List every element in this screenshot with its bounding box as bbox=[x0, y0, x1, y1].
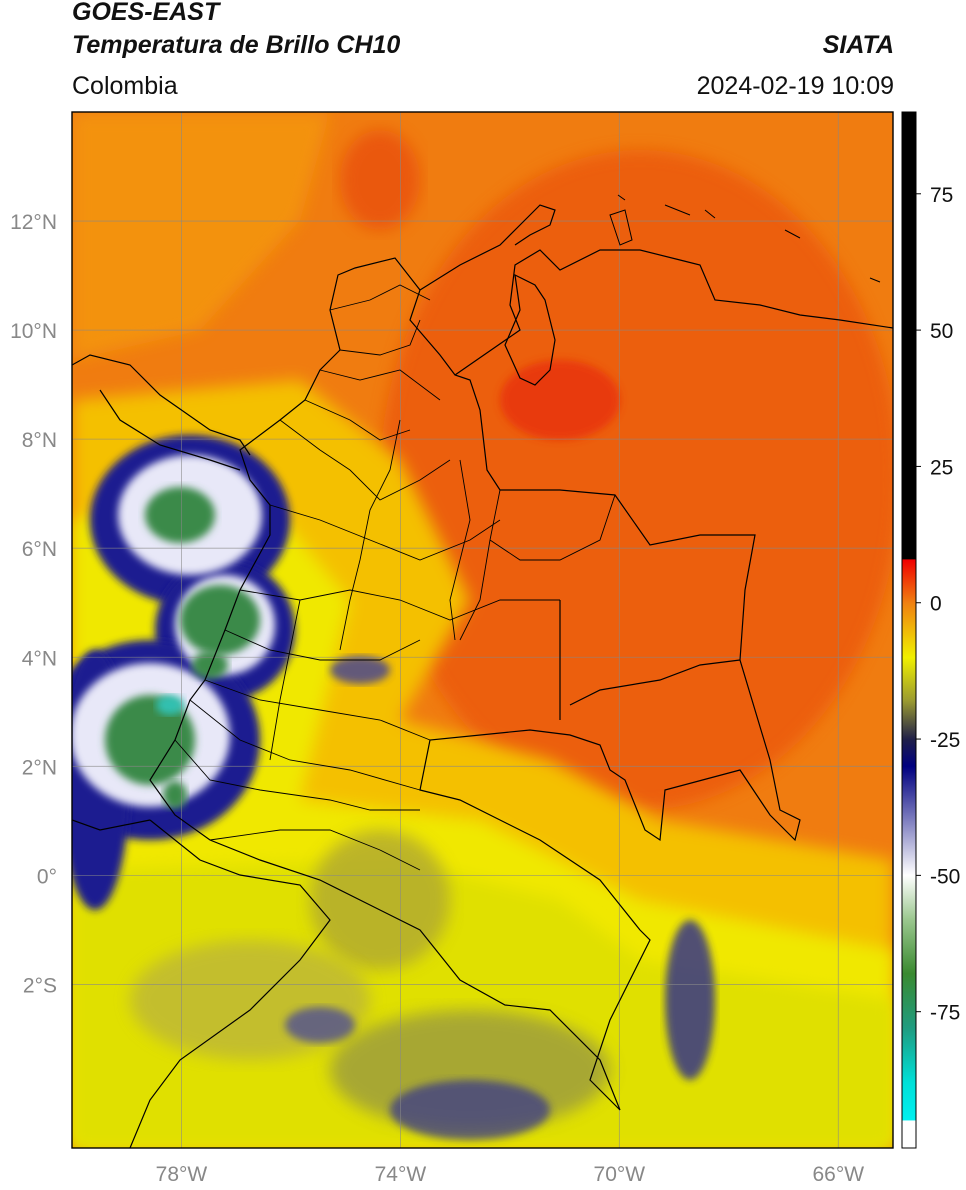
panama-coast bbox=[72, 354, 251, 456]
colombia-border bbox=[149, 257, 801, 1111]
longitude-label: 70°W bbox=[594, 1163, 646, 1186]
maracaibo-lake bbox=[504, 273, 556, 386]
colorbar-tick-label: 50 bbox=[930, 320, 953, 343]
latitude-tick-labels: 12°N 10°N 8°N 6°N 4°N 2°N 0° 2°S bbox=[10, 211, 57, 997]
longitude-label: 74°W bbox=[375, 1163, 427, 1186]
latitude-label: 4°N bbox=[22, 647, 57, 670]
longitude-label: 78°W bbox=[156, 1163, 208, 1186]
map-frame bbox=[71, 111, 894, 1149]
latitude-label: 12°N bbox=[10, 211, 57, 234]
latitude-label: 10°N bbox=[10, 320, 57, 343]
latitude-label: 6°N bbox=[22, 538, 57, 561]
colorbar-tick-label: 75 bbox=[930, 184, 953, 207]
venezuela-coast bbox=[454, 249, 893, 376]
satellite-title: GOES-EAST bbox=[72, 0, 220, 26]
product-title: Temperatura de Brillo CH10 bbox=[72, 31, 401, 59]
colorbar-tick-label: -50 bbox=[930, 865, 960, 888]
region-label: Colombia bbox=[72, 72, 178, 100]
latitude-label: 8°N bbox=[22, 429, 57, 452]
boundaries bbox=[72, 194, 893, 1148]
ecuador-peru-border bbox=[129, 819, 331, 1148]
colorbar-tick-label: -75 bbox=[930, 1002, 960, 1025]
brightness-temperature-field bbox=[72, 112, 893, 1148]
colorbar-tick-label: 0 bbox=[930, 593, 942, 616]
guajira-coast bbox=[419, 204, 556, 291]
colorbar-ticks: 75 50 25 0 -25 -50 -75 bbox=[916, 184, 960, 1025]
graticule bbox=[72, 112, 893, 1148]
colorbar: 75 50 25 0 -25 -50 -75 bbox=[901, 111, 960, 1149]
latitude-label: 2°N bbox=[22, 756, 57, 779]
latitude-label: 0° bbox=[37, 865, 57, 888]
longitude-label: 66°W bbox=[812, 1163, 864, 1186]
datetime-label: 2024-02-19 10:09 bbox=[696, 72, 894, 100]
longitude-tick-labels: 78°W 74°W 70°W 66°W bbox=[156, 1163, 865, 1186]
source-label: SIATA bbox=[822, 31, 894, 59]
latitude-label: 2°S bbox=[23, 974, 57, 997]
colorbar-tick-label: -25 bbox=[930, 729, 960, 752]
colorbar-tick-label: 25 bbox=[930, 456, 953, 479]
